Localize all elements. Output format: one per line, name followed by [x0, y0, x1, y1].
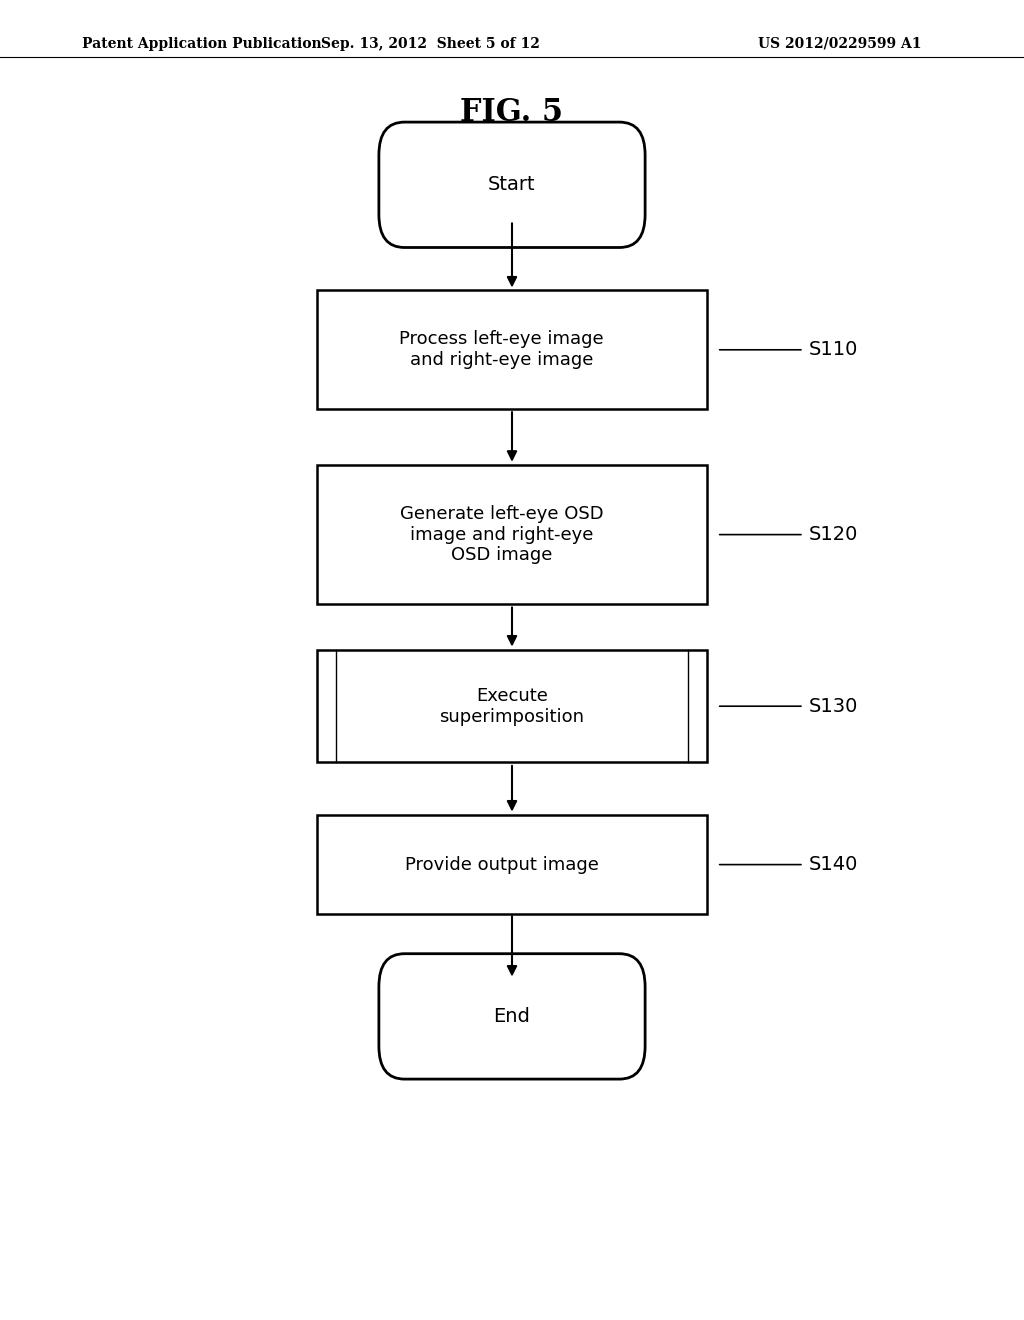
Text: End: End: [494, 1007, 530, 1026]
Text: S110: S110: [809, 341, 858, 359]
FancyBboxPatch shape: [317, 466, 707, 605]
FancyBboxPatch shape: [317, 649, 707, 762]
FancyBboxPatch shape: [379, 123, 645, 248]
Text: Sep. 13, 2012  Sheet 5 of 12: Sep. 13, 2012 Sheet 5 of 12: [321, 37, 540, 50]
Text: Generate left-eye OSD
image and right-eye
OSD image: Generate left-eye OSD image and right-ey…: [400, 504, 603, 565]
Text: Provide output image: Provide output image: [404, 855, 599, 874]
FancyBboxPatch shape: [317, 814, 707, 913]
Text: Patent Application Publication: Patent Application Publication: [82, 37, 322, 50]
Text: S120: S120: [809, 525, 858, 544]
FancyBboxPatch shape: [379, 953, 645, 1080]
Text: US 2012/0229599 A1: US 2012/0229599 A1: [758, 37, 922, 50]
Text: Process left-eye image
and right-eye image: Process left-eye image and right-eye ima…: [399, 330, 604, 370]
Text: Execute
superimposition: Execute superimposition: [439, 686, 585, 726]
Text: S130: S130: [809, 697, 858, 715]
Text: Start: Start: [488, 176, 536, 194]
Text: FIG. 5: FIG. 5: [461, 96, 563, 128]
FancyBboxPatch shape: [317, 290, 707, 409]
Text: S140: S140: [809, 855, 858, 874]
